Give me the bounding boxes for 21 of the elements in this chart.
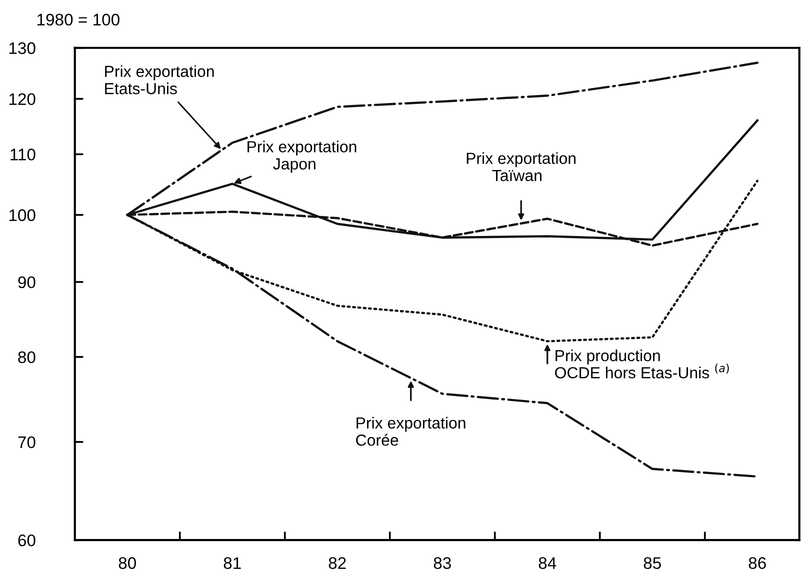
y-tick-label: 70 xyxy=(18,436,36,448)
annotation: Prix exportation Etats-Unis xyxy=(105,65,214,94)
annotation: Prix production OCDE hors Etas-Unis $^{(a)}$ xyxy=(555,350,729,378)
x-tick-label: 82 xyxy=(328,557,346,569)
y-tick-label: 120 xyxy=(9,93,36,106)
y-axis-title: 1980 = 100 xyxy=(37,14,120,26)
x-tick-label: 83 xyxy=(434,557,451,569)
annotation: Prix exportation Taïwan xyxy=(466,152,576,182)
y-tick-label: 110 xyxy=(10,148,36,160)
y-tick-label: 90 xyxy=(18,276,36,288)
y-tick-label: 130 xyxy=(9,42,36,54)
annotation: Prix exportation Japon xyxy=(248,140,356,173)
x-tick-label: 80 xyxy=(118,557,136,569)
y-tick-label: 80 xyxy=(18,351,36,364)
y-tick-label: 60 xyxy=(18,534,36,546)
x-tick-label: 86 xyxy=(748,557,766,569)
x-tick-label: 81 xyxy=(224,557,241,569)
annotation: Prix exportation Corée xyxy=(356,416,466,446)
y-tick-label: 100 xyxy=(9,209,36,222)
x-tick-label: 84 xyxy=(538,557,556,569)
x-tick-label: 85 xyxy=(644,557,661,569)
